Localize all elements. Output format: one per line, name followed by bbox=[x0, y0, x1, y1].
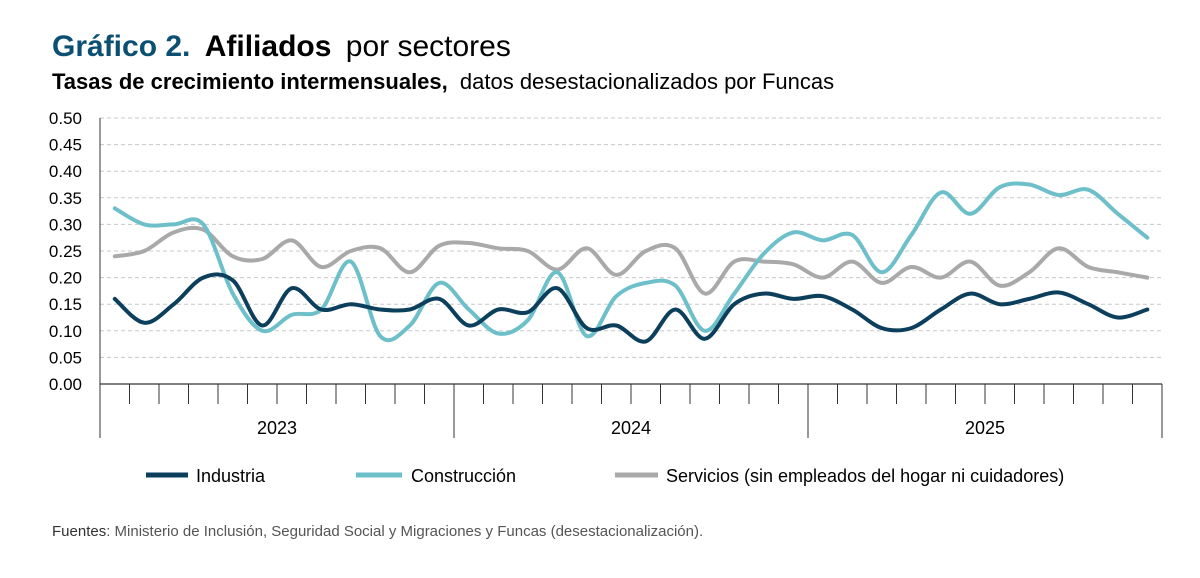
chart-subtitle-bold: Tasas de crecimiento intermensuales, bbox=[52, 69, 448, 94]
y-tick-label: 0.40 bbox=[49, 162, 82, 181]
series-line-industria bbox=[112, 272, 1150, 344]
source-text: : Ministerio de Inclusión, Seguridad Soc… bbox=[106, 523, 703, 540]
chart-subtitle: Tasas de crecimiento intermensuales, dat… bbox=[52, 69, 834, 94]
x-year-label: 2023 bbox=[257, 418, 297, 438]
series-lines bbox=[112, 181, 1150, 344]
legend-label-industria: Industria bbox=[196, 466, 266, 486]
source-note: Fuentes: Ministerio de Inclusión, Seguri… bbox=[52, 523, 703, 540]
source-label: Fuentes bbox=[52, 523, 106, 540]
gridlines bbox=[100, 117, 1162, 358]
legend-label-construccion: Construcción bbox=[411, 466, 516, 486]
y-tick-label: 0.35 bbox=[49, 189, 82, 208]
chart-title-bold: Afiliados bbox=[205, 30, 332, 63]
x-axis: 2023 2024 2025 bbox=[99, 383, 1163, 438]
series-line-construccion bbox=[112, 181, 1150, 343]
y-tick-label: 0.05 bbox=[49, 348, 82, 367]
y-tick-label: 0.30 bbox=[49, 215, 82, 234]
legend: Industria Construcción Servicios (sin em… bbox=[146, 466, 1064, 486]
y-tick-label: 0.25 bbox=[49, 242, 82, 261]
chart-title-number: Gráfico 2. bbox=[52, 30, 190, 63]
y-tick-label: 0.45 bbox=[49, 136, 82, 155]
y-tick-label: 0.50 bbox=[49, 109, 82, 128]
y-tick-label: 0.00 bbox=[49, 375, 82, 394]
x-year-label: 2025 bbox=[965, 418, 1005, 438]
chart-subtitle-rest: datos desestacionalizados por Funcas bbox=[460, 69, 834, 94]
chart-title: Gráfico 2. Afiliados por sectores bbox=[52, 30, 511, 63]
y-axis: 0.00 0.05 0.10 0.15 0.20 0.25 0.30 0.35 0.40 0.45… bbox=[49, 109, 101, 394]
series-line-servicios bbox=[112, 225, 1150, 296]
chart-title-rest: por sectores bbox=[346, 30, 511, 63]
legend-label-servicios: Servicios (sin empleados del hogar ni cu… bbox=[666, 466, 1064, 486]
x-year-label: 2024 bbox=[611, 418, 651, 438]
y-tick-label: 0.15 bbox=[49, 295, 82, 314]
y-tick-label: 0.20 bbox=[49, 269, 82, 288]
y-tick-label: 0.10 bbox=[49, 322, 82, 341]
